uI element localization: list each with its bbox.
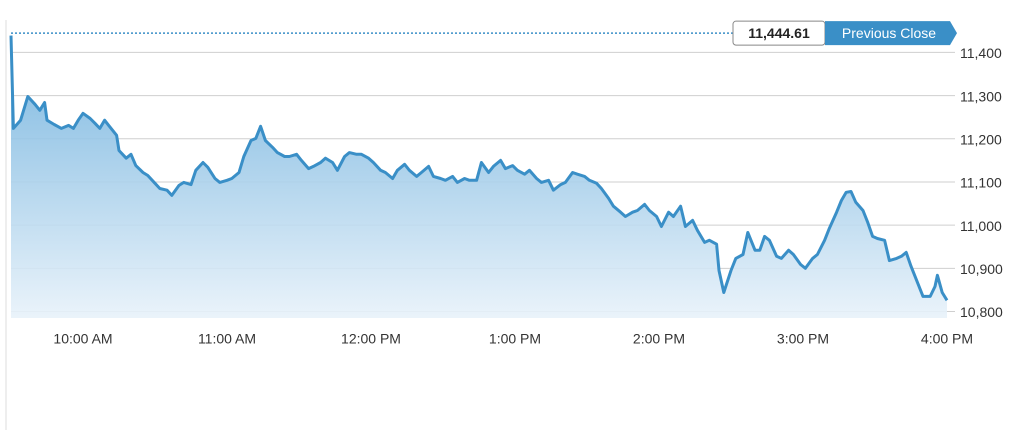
y-tick-label: 11,100 [960,175,1002,191]
y-tick-label: 10,900 [960,261,1003,277]
x-tick-label: 10:00 AM [53,331,112,347]
y-tick-label: 11,000 [960,218,1002,234]
reference-tag [825,21,957,46]
reference-value: 11,444.61 [748,25,810,41]
x-tick-label: 4:00 PM [921,331,973,347]
y-tick-label: 10,800 [960,304,1003,320]
reference-text: Previous Close [842,25,936,41]
x-tick-label: 12:00 PM [341,331,401,347]
y-tick-label: 11,400 [960,45,1002,61]
x-tick-label: 1:00 PM [489,331,541,347]
x-tick-label: 2:00 PM [633,331,685,347]
reference-label: 11,444.61 Previous Close [732,20,957,46]
y-tick-label: 11,300 [960,88,1002,104]
line [9,35,949,302]
x-tick-label: 11:00 AM [198,331,256,347]
y-tick-label: 11,200 [960,131,1002,147]
x-tick-label: 3:00 PM [777,331,829,347]
